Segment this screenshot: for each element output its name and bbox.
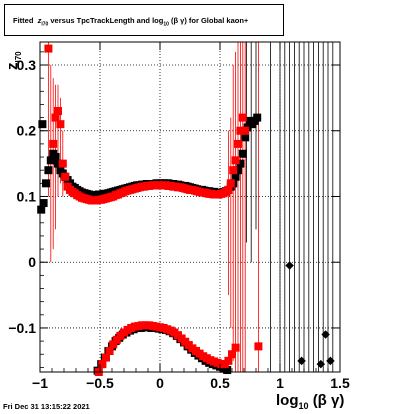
black-data-point xyxy=(241,133,250,142)
red-data-point xyxy=(105,346,114,355)
black-diamond-point xyxy=(326,356,335,366)
black-data-point xyxy=(51,153,60,162)
red-data-point xyxy=(241,126,250,135)
y-tick-label: 0.2 xyxy=(17,123,37,139)
x-tick-label: 1 xyxy=(276,375,284,391)
red-data-point xyxy=(54,107,62,116)
chart-title-box: Fitted zI70 versus TpcTrackLength and lo… xyxy=(4,4,284,36)
y-tick-label: 0 xyxy=(28,254,36,270)
black-data-point xyxy=(236,159,245,168)
black-data-point xyxy=(253,113,262,122)
plot-frame-bg xyxy=(40,42,340,372)
red-data-point xyxy=(49,139,58,148)
x-tick-label: 1.5 xyxy=(330,375,350,391)
black-data-point xyxy=(223,366,232,375)
x-tick-label: −1 xyxy=(32,375,48,391)
red-data-point xyxy=(238,113,247,122)
black-data-point xyxy=(39,199,48,208)
black-diamond-point xyxy=(321,330,330,339)
black-diamond-point xyxy=(297,356,306,366)
timestamp: Fri Dec 31 13:15:22 2021 xyxy=(3,402,90,411)
red-data-point xyxy=(224,356,233,365)
y-axis-label: zI70 xyxy=(4,51,23,70)
black-data-point xyxy=(231,172,240,181)
red-data-point xyxy=(109,340,118,349)
red-data-point xyxy=(226,179,235,188)
plot-frame xyxy=(39,41,341,373)
red-data-point xyxy=(236,126,245,135)
y-tick-label: −0.1 xyxy=(8,320,36,336)
red-data-point xyxy=(98,360,107,369)
red-data-point xyxy=(229,166,238,175)
red-data-point xyxy=(58,159,67,168)
y-tick-label: 0.3 xyxy=(17,57,37,73)
black-diamond-point xyxy=(285,261,294,270)
red-data-point xyxy=(228,350,236,359)
black-data-point xyxy=(44,166,53,175)
red-data-point xyxy=(231,343,240,352)
black-data-point xyxy=(238,149,247,158)
red-data-point xyxy=(61,172,70,181)
red-data-point xyxy=(234,139,242,148)
red-data-point xyxy=(56,120,65,129)
x-tick-label: 0 xyxy=(156,375,164,391)
x-tick-label: −0.5 xyxy=(86,375,114,391)
black-diamond-point xyxy=(316,359,326,369)
black-data-point xyxy=(42,179,50,188)
red-data-point xyxy=(224,185,233,194)
x-tick-label: 0.5 xyxy=(210,375,230,391)
chart-title: Fitted zI70 versus TpcTrackLength and lo… xyxy=(13,16,249,28)
x-axis-label: log10 (β γ) xyxy=(276,392,345,411)
red-data-point xyxy=(254,342,263,351)
black-data-point xyxy=(234,166,242,175)
red-data-point xyxy=(51,113,60,122)
y-tick-label: 0.1 xyxy=(17,188,37,204)
red-data-point xyxy=(231,156,240,165)
black-data-point xyxy=(54,159,62,168)
red-data-point xyxy=(44,44,53,53)
red-data-point xyxy=(102,353,110,362)
black-data-point xyxy=(38,120,47,129)
black-data-point xyxy=(46,156,55,165)
